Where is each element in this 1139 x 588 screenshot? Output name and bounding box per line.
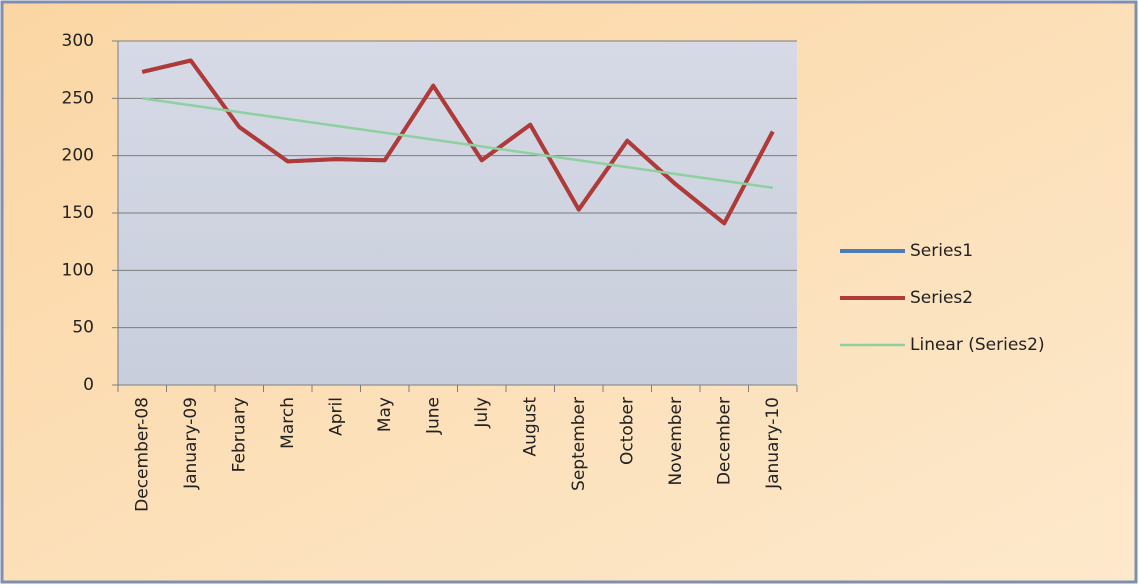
series-line [142, 97, 773, 190]
x-tick-label: September [569, 397, 589, 491]
x-tick-label: January-09 [181, 397, 201, 490]
y-tick-label: 100 [62, 260, 94, 280]
legend-label: Series2 [910, 288, 973, 308]
legend-label: Linear (Series2) [910, 335, 1045, 355]
x-tick-label: May [375, 397, 395, 432]
y-tick-label: 50 [72, 318, 94, 338]
x-tick-label: March [278, 397, 298, 449]
legend-label: Series1 [910, 241, 973, 261]
x-tick-label: February [229, 397, 249, 472]
x-tick-label: August [520, 397, 540, 457]
x-tick-label: December-08 [132, 397, 152, 512]
x-tick-label: December [714, 397, 734, 485]
series-line [141, 58, 775, 226]
y-tick-label: 250 [62, 88, 94, 108]
x-tick-label: July [472, 397, 492, 429]
x-tick-label: October [617, 397, 637, 465]
y-tick-label: 300 [62, 31, 94, 51]
y-tick-label: 200 [62, 146, 94, 166]
y-tick-label: 150 [62, 203, 94, 223]
x-tick-label: November [666, 397, 686, 485]
x-tick-label: January-10 [763, 397, 783, 490]
y-tick-label: 0 [83, 375, 94, 395]
x-tick-label: June [423, 397, 443, 435]
x-tick-label: April [326, 397, 346, 436]
